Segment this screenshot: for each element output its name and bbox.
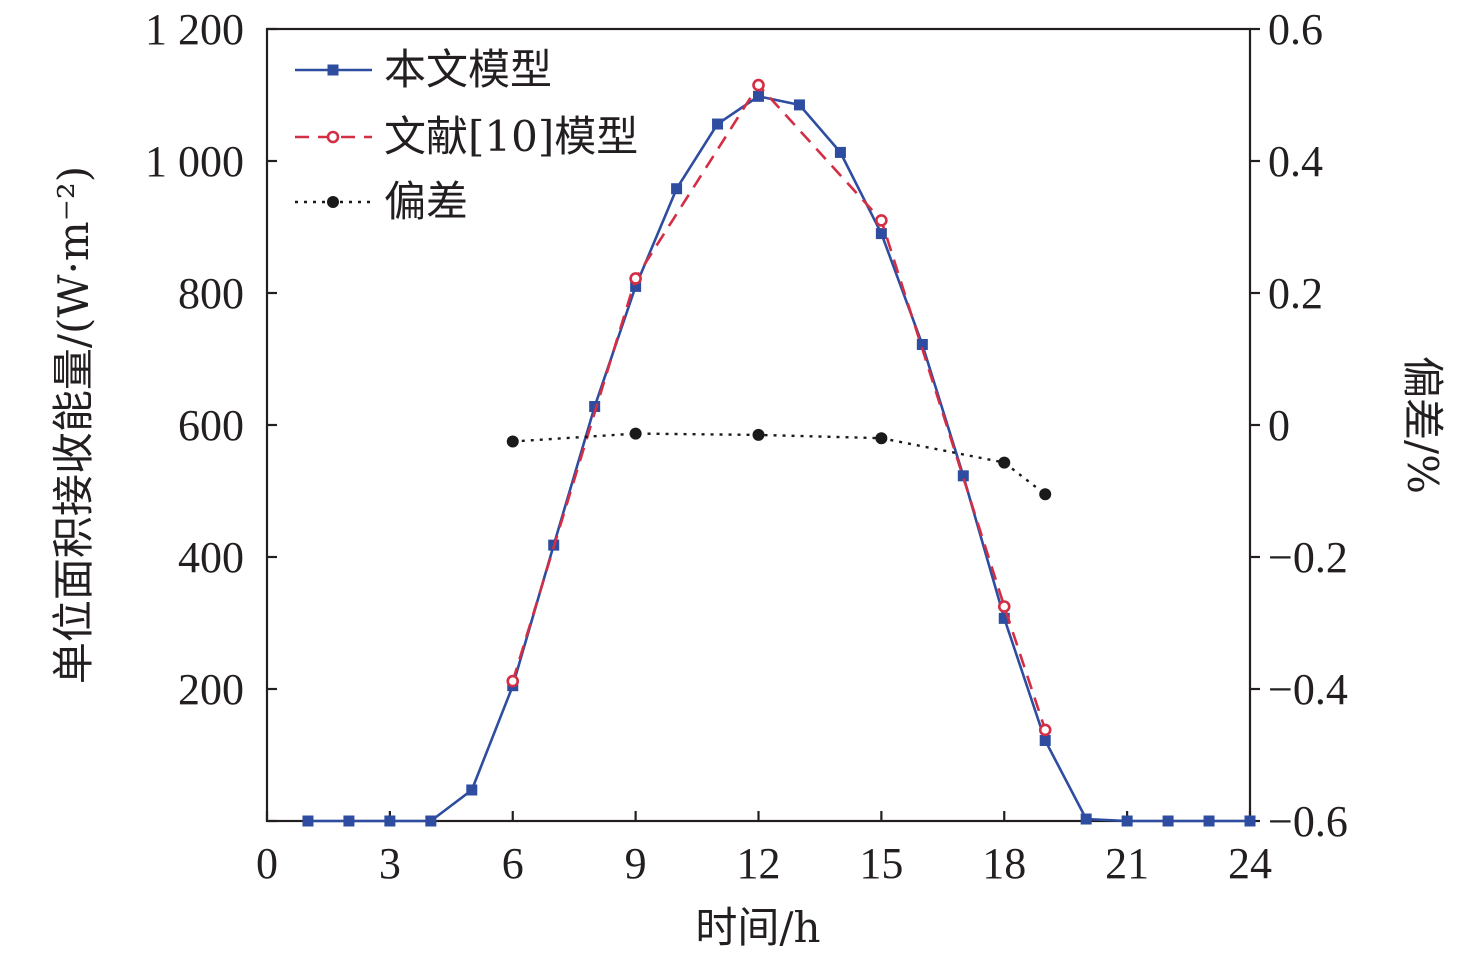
legend-item: 本文模型: [295, 45, 552, 94]
x-tick-label: 6: [502, 839, 524, 888]
y-left-tick-label: 1 200: [145, 5, 244, 54]
data-point-square: [916, 338, 928, 350]
x-tick-label: 15: [859, 839, 903, 888]
y-right-tick-label: 0.4: [1268, 137, 1323, 186]
y-right-tick-label: 0.6: [1268, 5, 1323, 54]
data-point-square: [834, 146, 846, 158]
series-line: [512, 432, 1046, 496]
y-right-tick-label: −0.2: [1268, 533, 1348, 582]
data-point-square: [1203, 815, 1215, 827]
data-point-circle: [997, 600, 1011, 613]
legend-item: 偏差: [295, 177, 468, 226]
y-left-tick-label: 600: [178, 401, 244, 450]
series-dashed: [506, 78, 1052, 737]
data-point-square: [671, 183, 683, 195]
data-point-square: [343, 815, 355, 827]
x-tick-label: 3: [379, 839, 401, 888]
data-point-dot: [752, 428, 765, 441]
legend-item: 文献[10]模型: [295, 112, 638, 161]
y-axis-right: −0.6 −0.4 −0.2 0 0.2 0.4 0.6: [1250, 5, 1348, 846]
data-point-square: [384, 815, 396, 827]
x-tick-label: 18: [982, 839, 1026, 888]
data-point-square: [630, 280, 642, 292]
y-right-tick-label: −0.4: [1268, 665, 1348, 714]
y-right-tick-label: 0: [1268, 401, 1290, 450]
series-solid: [302, 90, 1256, 827]
data-point-square: [875, 228, 887, 240]
data-point-square: [1080, 813, 1092, 825]
data-point-circle: [506, 674, 520, 688]
data-point-square: [1121, 815, 1133, 827]
data-point-dot: [875, 432, 888, 445]
data-point-square: [327, 64, 339, 76]
data-point-dot: [1039, 488, 1052, 501]
data-point-square: [793, 99, 805, 111]
y-axis-left-title: 单位面积接收能量/(W·m⁻²): [49, 166, 98, 684]
y-right-tick-label: 0.2: [1268, 269, 1323, 318]
legend-label: 本文模型: [384, 45, 552, 94]
x-tick-label: 21: [1105, 839, 1149, 888]
y-left-tick-label: 800: [178, 269, 244, 318]
data-point-square: [1039, 734, 1051, 746]
data-point-dot: [998, 456, 1011, 469]
data-point-circle: [326, 130, 340, 144]
series-line: [511, 82, 1047, 731]
y-axis-right-title: 偏差/%: [1398, 356, 1447, 494]
legend-label: 文献[10]模型: [384, 112, 638, 161]
data-point-square: [998, 612, 1010, 624]
x-axis: 0 3 6 9 12 15 18 21 24: [256, 811, 1272, 888]
data-point-dot: [327, 196, 339, 208]
y-left-tick-label: 1 000: [145, 137, 244, 186]
legend-label: 偏差: [384, 177, 468, 226]
y-right-tick-label: −0.6: [1268, 797, 1348, 846]
y-left-tick-label: 200: [178, 665, 244, 714]
data-point-square: [425, 815, 437, 827]
x-tick-label: 24: [1228, 839, 1272, 888]
data-point-square: [589, 401, 601, 413]
data-point-square: [1162, 815, 1174, 827]
data-point-dot: [629, 427, 642, 440]
y-axis-left: 200 400 600 800 1 000 1 200: [145, 5, 277, 823]
series-line: [308, 94, 1250, 823]
data-point-square: [712, 118, 724, 130]
data-point-square: [466, 784, 478, 796]
series-dotted: [506, 427, 1052, 501]
data-point-square: [1244, 815, 1256, 827]
data-point-square: [957, 470, 969, 482]
x-tick-label: 9: [625, 839, 647, 888]
data-point-dot: [506, 435, 519, 448]
x-tick-label: 12: [737, 839, 781, 888]
data-point-circle: [752, 78, 765, 92]
data-point-circle: [875, 214, 888, 227]
data-point-square: [302, 815, 314, 827]
data-point-circle: [1038, 723, 1052, 737]
data-point-square: [753, 90, 764, 102]
x-axis-title: 时间/h: [695, 903, 820, 952]
series-layer: [302, 78, 1256, 827]
x-tick-label: 0: [256, 839, 278, 888]
y-left-tick-label: 400: [178, 533, 244, 582]
data-point-circle: [629, 272, 642, 285]
